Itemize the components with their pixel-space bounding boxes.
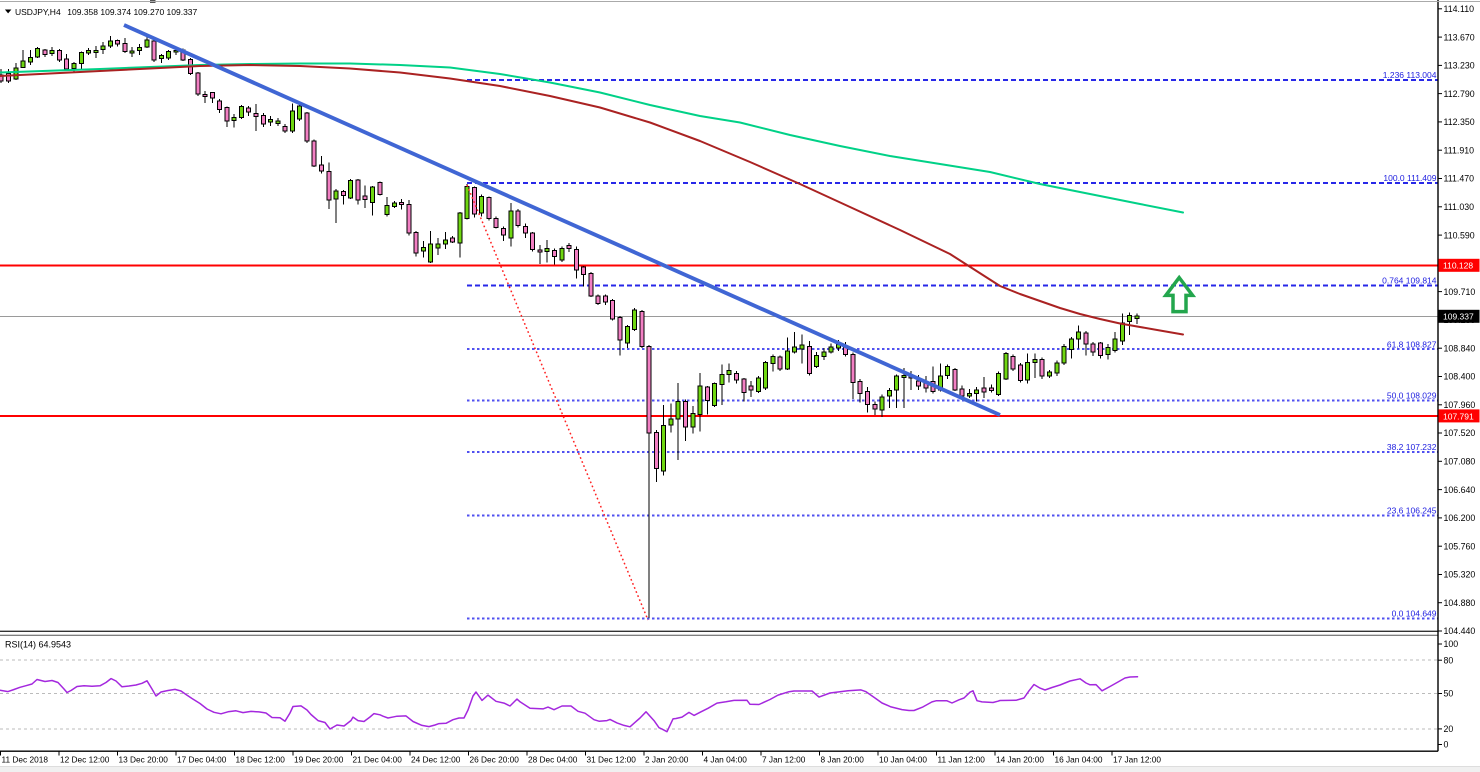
svg-text:100.0 111.409: 100.0 111.409 xyxy=(1383,173,1436,183)
svg-text:RSI(14) 64.9543: RSI(14) 64.9543 xyxy=(5,640,71,650)
svg-text:109.337: 109.337 xyxy=(1443,312,1474,322)
svg-text:50: 50 xyxy=(1444,689,1454,699)
svg-text:108.400: 108.400 xyxy=(1444,372,1476,382)
svg-text:0.0 104.649: 0.0 104.649 xyxy=(1392,609,1437,619)
svg-text:61.8 108.827: 61.8 108.827 xyxy=(1387,339,1437,349)
svg-text:104.880: 104.880 xyxy=(1444,598,1476,608)
svg-text:31 Dec 12:00: 31 Dec 12:00 xyxy=(587,755,637,765)
svg-text:38.2 107.232: 38.2 107.232 xyxy=(1387,442,1437,452)
svg-text:28 Dec 04:00: 28 Dec 04:00 xyxy=(528,755,578,765)
svg-text:80: 80 xyxy=(1444,655,1454,665)
svg-text:112.350: 112.350 xyxy=(1444,117,1475,127)
svg-text:16 Jan 04:00: 16 Jan 04:00 xyxy=(1055,755,1103,765)
svg-text:106.200: 106.200 xyxy=(1444,513,1476,523)
svg-text:109.710: 109.710 xyxy=(1444,287,1476,297)
svg-text:17 Jan 12:00: 17 Jan 12:00 xyxy=(1113,755,1161,765)
svg-text:50.0 108.029: 50.0 108.029 xyxy=(1387,391,1437,401)
svg-text:11 Jan 12:00: 11 Jan 12:00 xyxy=(938,755,986,765)
svg-text:14 Jan 20:00: 14 Jan 20:00 xyxy=(996,755,1044,765)
svg-text:26 Dec 20:00: 26 Dec 20:00 xyxy=(470,755,520,765)
svg-text:11 Dec 2018: 11 Dec 2018 xyxy=(2,755,49,765)
svg-text:111.030: 111.030 xyxy=(1444,202,1475,212)
svg-text:0: 0 xyxy=(1444,740,1449,750)
svg-text:111.910: 111.910 xyxy=(1444,145,1475,155)
svg-text:107.960: 107.960 xyxy=(1444,400,1476,410)
svg-text:112.790: 112.790 xyxy=(1444,89,1475,99)
svg-text:USDJPY,H4 109.358 109.374 109: USDJPY,H4 109.358 109.374 109.270 109.33… xyxy=(15,7,198,17)
svg-text:100: 100 xyxy=(1444,639,1459,649)
svg-text:19 Dec 20:00: 19 Dec 20:00 xyxy=(294,755,344,765)
svg-text:2 Jan 20:00: 2 Jan 20:00 xyxy=(645,755,689,765)
svg-text:1.236 113.004: 1.236 113.004 xyxy=(1383,70,1437,80)
svg-text:113.230: 113.230 xyxy=(1444,61,1475,71)
svg-text:108.840: 108.840 xyxy=(1444,343,1476,353)
svg-text:10 Jan 04:00: 10 Jan 04:00 xyxy=(879,755,927,765)
svg-text:23.6 106.245: 23.6 106.245 xyxy=(1387,506,1437,516)
svg-text:24 Dec 12:00: 24 Dec 12:00 xyxy=(411,755,461,765)
svg-text:106.640: 106.640 xyxy=(1444,485,1476,495)
svg-text:104.440: 104.440 xyxy=(1444,626,1476,636)
svg-text:105.320: 105.320 xyxy=(1444,570,1476,580)
svg-text:20: 20 xyxy=(1444,724,1454,734)
svg-text:13 Dec 20:00: 13 Dec 20:00 xyxy=(119,755,169,765)
svg-text:107.080: 107.080 xyxy=(1444,457,1476,467)
svg-text:8 Jan 20:00: 8 Jan 20:00 xyxy=(821,755,865,765)
svg-text:111.470: 111.470 xyxy=(1444,174,1475,184)
svg-text:107.791: 107.791 xyxy=(1443,411,1474,421)
svg-text:105.760: 105.760 xyxy=(1444,541,1476,551)
svg-text:0.764 109.814: 0.764 109.814 xyxy=(1382,276,1437,286)
svg-text:12 Dec 12:00: 12 Dec 12:00 xyxy=(60,755,110,765)
svg-text:7 Jan 12:00: 7 Jan 12:00 xyxy=(762,755,806,765)
svg-text:18 Dec 12:00: 18 Dec 12:00 xyxy=(236,755,286,765)
svg-text:107.520: 107.520 xyxy=(1444,428,1476,438)
svg-text:110.590: 110.590 xyxy=(1444,230,1475,240)
svg-text:114.110: 114.110 xyxy=(1444,4,1475,14)
svg-text:113.670: 113.670 xyxy=(1444,32,1475,42)
svg-text:21 Dec 04:00: 21 Dec 04:00 xyxy=(353,755,403,765)
svg-text:4 Jan 04:00: 4 Jan 04:00 xyxy=(704,755,748,765)
svg-text:17 Dec 04:00: 17 Dec 04:00 xyxy=(177,755,227,765)
svg-text:110.128: 110.128 xyxy=(1443,261,1473,271)
